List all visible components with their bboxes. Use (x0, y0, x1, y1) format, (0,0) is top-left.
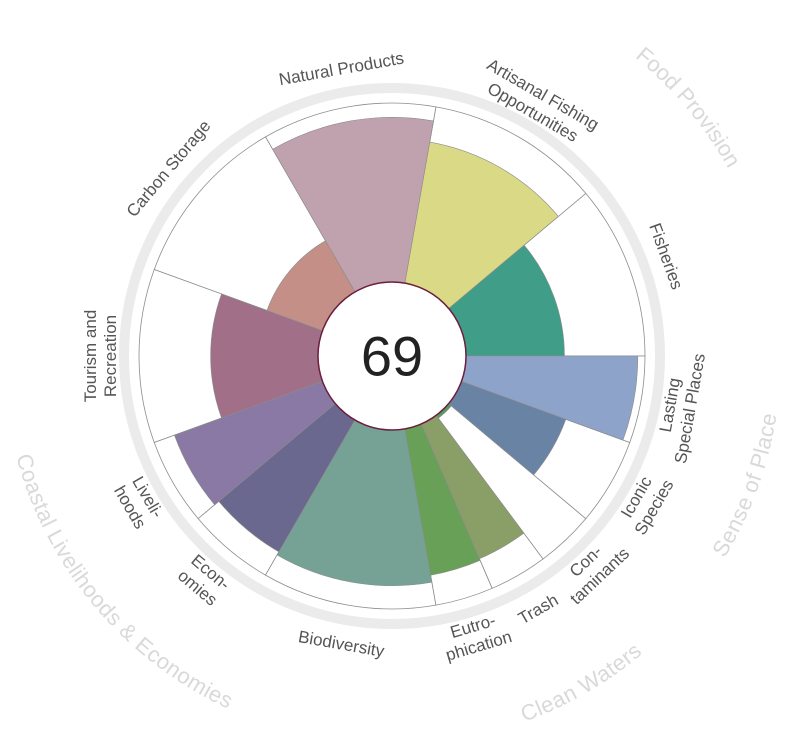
overall-score: 69 (361, 325, 423, 388)
outer-ring (119, 83, 665, 629)
petal-label-eutrophication: Eutro-phication (438, 608, 515, 665)
group-label-sense-of-place: Sense of Place (707, 411, 781, 560)
petal-label-biodiversity: Biodiversity (297, 627, 386, 661)
group-label-clean-waters: Clean Waters (517, 638, 646, 727)
petal-label-iconic-species: IconicSpecies (613, 466, 677, 538)
center-score-disc (317, 281, 467, 431)
petal-label-tourism-and-recreation: Tourism andRecreation (81, 310, 120, 403)
group-label-food-provision: Food Provision (632, 42, 746, 172)
petal-fills (174, 117, 639, 587)
